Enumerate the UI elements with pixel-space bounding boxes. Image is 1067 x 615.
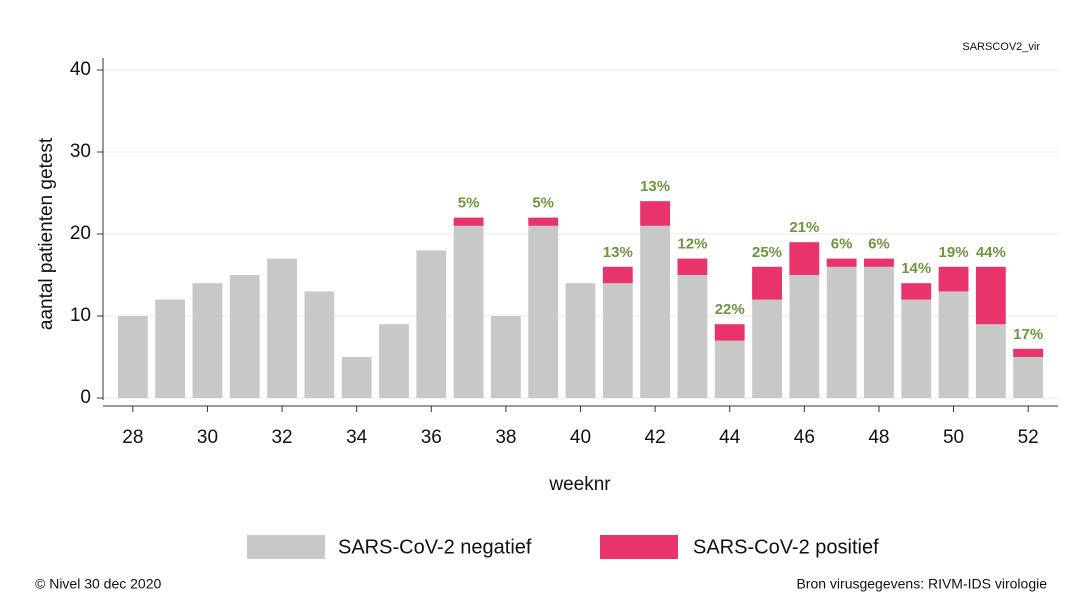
bar: [528, 225, 559, 398]
bar: [714, 324, 745, 341]
percent-label: 19%: [939, 244, 969, 261]
y-tick-label: 20: [70, 223, 91, 244]
legend-swatch: [600, 535, 678, 559]
bar: [267, 258, 297, 398]
percent-label: 25%: [752, 244, 782, 261]
percent-label: 17%: [1013, 326, 1043, 343]
bar: [192, 283, 223, 398]
bar: [677, 258, 708, 275]
x-tick-label: 42: [645, 427, 666, 448]
bar: [752, 266, 782, 300]
y-tick-label: 40: [70, 59, 91, 80]
x-tick-label: 36: [421, 427, 442, 448]
x-tick-label: 44: [719, 427, 741, 448]
bar: [229, 275, 260, 398]
bar: [901, 299, 932, 398]
bar: [416, 250, 447, 398]
bar: [1013, 357, 1044, 398]
legend-swatch: [247, 535, 325, 559]
x-tick-label: 46: [794, 427, 815, 448]
bar: [975, 324, 1006, 398]
x-axis-label: weeknr: [548, 474, 611, 495]
bar: [826, 258, 857, 267]
percent-label: 5%: [532, 195, 554, 212]
bar: [714, 340, 745, 398]
bar: [640, 201, 671, 226]
bar: [565, 283, 596, 398]
bar: [789, 242, 820, 275]
bar: [117, 316, 148, 398]
bar: [975, 266, 1006, 325]
corner-label: SARSCOV2_vir: [962, 41, 1040, 53]
bar: [677, 275, 708, 398]
bar: [864, 258, 894, 267]
x-tick-label: 30: [197, 427, 218, 448]
legend-label: SARS-CoV-2 positief: [693, 536, 879, 558]
percent-label: 21%: [789, 219, 819, 236]
bar: [864, 266, 894, 398]
x-tick-label: 52: [1018, 427, 1039, 448]
y-tick-label: 0: [80, 387, 91, 408]
percent-label: 6%: [868, 236, 890, 253]
percent-label: 12%: [677, 236, 707, 253]
percent-label: 13%: [640, 178, 670, 195]
x-tick-label: 28: [122, 427, 143, 448]
percent-label: 44%: [976, 244, 1006, 261]
legend-label: SARS-CoV-2 negatief: [338, 536, 532, 558]
bar: [752, 299, 782, 398]
x-tick-label: 50: [943, 427, 964, 448]
bar: [490, 316, 521, 398]
bar: [826, 266, 857, 398]
percent-label: 13%: [603, 244, 633, 261]
bar: [789, 275, 820, 398]
bar: [602, 266, 633, 284]
percent-label: 22%: [715, 301, 745, 318]
footer-left: © Nivel 30 dec 2020: [35, 576, 161, 592]
x-tick-label: 48: [868, 427, 889, 448]
y-tick-label: 30: [70, 141, 91, 162]
x-tick-label: 34: [346, 427, 368, 448]
bar: [938, 291, 969, 398]
percent-label: 14%: [901, 260, 931, 277]
bar: [640, 225, 671, 398]
bar: [938, 266, 969, 292]
bar: [453, 217, 484, 226]
x-tick-label: 38: [495, 427, 516, 448]
percent-label: 5%: [458, 195, 480, 212]
x-tick-label: 32: [271, 427, 292, 448]
y-tick-label: 10: [70, 305, 91, 326]
y-axis-label: aantal patienten getest: [36, 137, 57, 330]
bar: [1013, 348, 1044, 357]
bar: [528, 217, 559, 226]
percent-label: 6%: [831, 236, 853, 253]
bar: [453, 225, 484, 398]
bar: [379, 324, 409, 398]
footer-right: Bron virusgegevens: RIVM-IDS virologie: [796, 576, 1047, 592]
bar: [304, 291, 335, 398]
bar: [155, 299, 186, 398]
bar: [341, 357, 372, 398]
bar: [602, 283, 633, 398]
bar: [901, 283, 932, 300]
x-tick-label: 40: [570, 427, 591, 448]
